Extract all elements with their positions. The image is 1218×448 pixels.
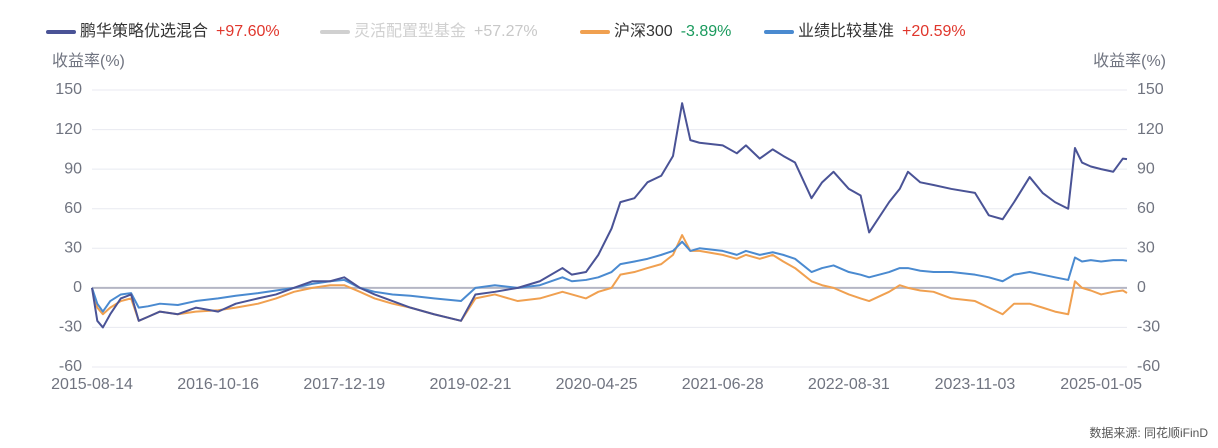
x-tick-label: 2021-06-28 — [682, 376, 764, 393]
legend-label: 业绩比较基准 — [798, 22, 894, 40]
x-tick-label: 2023-11-03 — [935, 376, 1016, 393]
x-tick-label: 2020-04-25 — [556, 376, 638, 393]
legend-change: +97.60% — [216, 23, 280, 40]
y2-tick-label: -60 — [1137, 358, 1160, 375]
y2-tick-label: 30 — [1137, 240, 1155, 257]
y-tick-label: 120 — [55, 121, 82, 138]
source-note: 数据来源: 同花顺iFinD — [1089, 425, 1208, 440]
legend-change: +57.27% — [474, 23, 538, 40]
legend-change: -3.89% — [681, 23, 732, 40]
x-tick-label: 2022-08-31 — [808, 376, 890, 393]
y-tick-label: 60 — [64, 200, 82, 217]
x-tick-label: 2019-02-21 — [430, 376, 512, 393]
y-tick-label: 0 — [73, 279, 82, 296]
legend-change: +20.59% — [902, 23, 966, 40]
legend-label: 沪深300 — [614, 22, 673, 40]
series-line — [91, 102, 1128, 329]
y2-tick-label: 120 — [1137, 121, 1164, 138]
x-tick-label: 2016-10-16 — [177, 376, 259, 393]
x-tick-label: 2017-12-19 — [303, 376, 385, 393]
y2-tick-label: 0 — [1137, 279, 1146, 296]
y2-tick-label: 90 — [1137, 160, 1155, 177]
y2-tick-label: -30 — [1137, 319, 1160, 336]
y2-tick-label: 150 — [1137, 81, 1164, 98]
series-line — [91, 240, 1128, 313]
x-tick-label: 2025-01-05 — [1060, 376, 1142, 393]
y-tick-label: 150 — [55, 81, 82, 98]
y-axis-title: 收益率(%) — [52, 52, 125, 70]
y-tick-label: 90 — [64, 160, 82, 177]
legend-label: 鹏华策略优选混合 — [80, 22, 208, 40]
y-tick-label: 30 — [64, 240, 82, 257]
y2-tick-label: 60 — [1137, 200, 1155, 217]
y2-axis-title: 收益率(%) — [1093, 52, 1166, 70]
y-tick-label: -30 — [59, 319, 82, 336]
x-tick-label: 2015-08-14 — [51, 376, 133, 393]
y-tick-label: -60 — [59, 358, 82, 375]
series-line — [91, 234, 1128, 322]
legend-label: 灵活配置型基金 — [354, 22, 466, 40]
